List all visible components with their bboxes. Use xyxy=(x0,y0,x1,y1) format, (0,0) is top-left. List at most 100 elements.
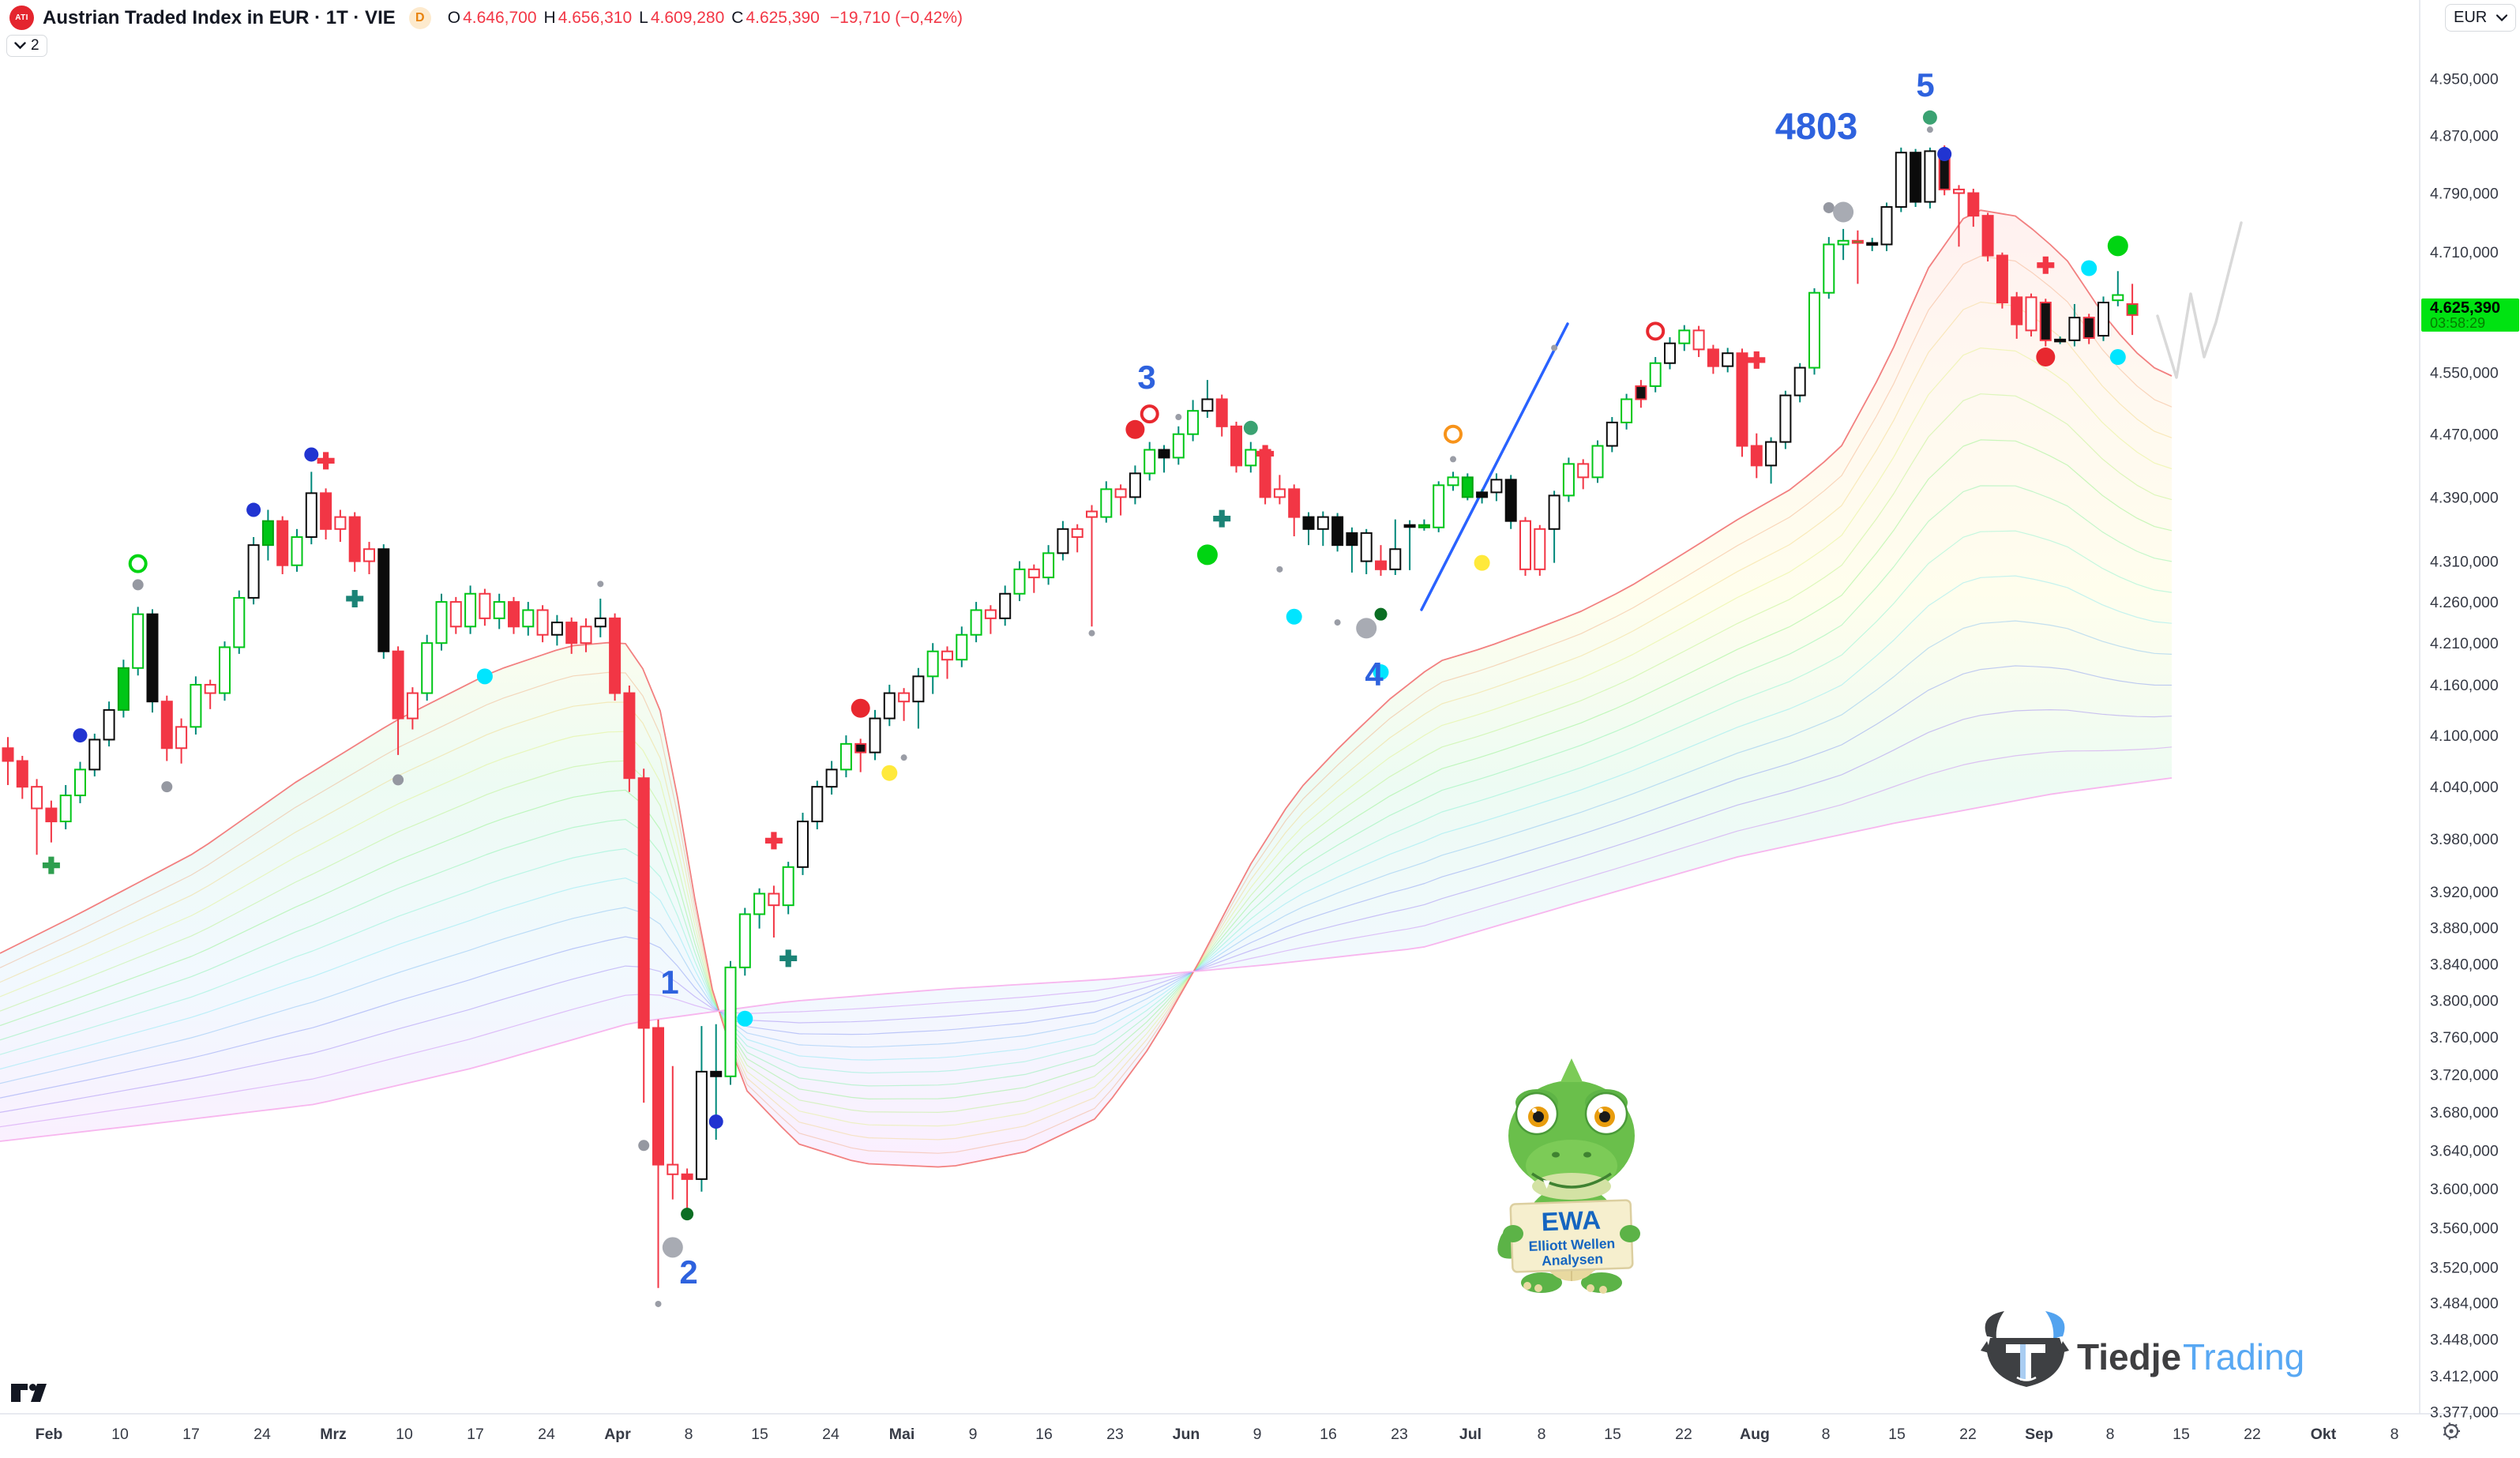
axis-settings-gear-icon[interactable] xyxy=(2443,1422,2460,1440)
time-axis-label: Feb xyxy=(36,1426,63,1443)
signal-dot-cyan xyxy=(2109,349,2126,366)
projection-zigzag-drawing[interactable] xyxy=(2156,221,2243,379)
candle-body xyxy=(1866,242,1879,246)
hidden-indicators-count: 2 xyxy=(31,37,39,54)
price-axis-label: 4.100,000 xyxy=(2430,727,2499,745)
candle-body xyxy=(1172,433,1185,459)
price-axis-label: 3.980,000 xyxy=(2430,831,2499,848)
candle-body xyxy=(1548,494,1560,530)
candle-body xyxy=(2126,302,2139,316)
candle-body xyxy=(132,613,145,669)
tradingview-logo[interactable] xyxy=(11,1384,47,1402)
signal-plus-green xyxy=(42,856,60,874)
candle-body xyxy=(1086,510,1098,518)
candle-body xyxy=(580,626,592,644)
mascot-foot xyxy=(1521,1272,1562,1293)
candle-body xyxy=(334,516,347,530)
signal-circle-red xyxy=(1646,321,1666,341)
currency-selector[interactable]: EUR xyxy=(2445,4,2516,32)
signal-circle-green xyxy=(128,554,148,573)
signal-dot-gray-sm xyxy=(1276,566,1283,573)
trendline-drawing[interactable] xyxy=(1420,322,1569,611)
ribbon-line xyxy=(0,255,2173,1154)
candle-body xyxy=(59,795,72,823)
candle-body xyxy=(1823,243,1835,294)
candle-body xyxy=(1635,385,1647,400)
session-countdown: 03:58:29 xyxy=(2430,315,2485,331)
candle-body xyxy=(435,601,448,644)
candle-body xyxy=(449,601,462,628)
candle-body xyxy=(1808,291,1820,369)
signal-dot-yellow xyxy=(1474,554,1490,571)
time-axis-label: 17 xyxy=(182,1426,200,1443)
ribbon-line xyxy=(0,348,2173,1127)
wave-label-2: 2 xyxy=(679,1253,697,1291)
ribbon-fill xyxy=(0,210,2172,1167)
candle-body xyxy=(1880,206,1893,246)
candle-body xyxy=(233,596,246,648)
time-axis[interactable]: Feb 10 17 24 Mrz 10 17 24 Apr 8 15 24 Mai 9 16 23 Jun 9 16… xyxy=(36,1426,2399,1443)
candle-body xyxy=(479,592,491,619)
time-axis-label: Apr xyxy=(604,1426,631,1443)
interval-badge[interactable]: D xyxy=(408,6,431,29)
symbol-logo-badge[interactable]: ATI xyxy=(9,6,34,30)
signal-dot-green2 xyxy=(1243,420,1258,435)
ribbon-line xyxy=(0,485,2173,1087)
hidden-indicators-chip[interactable]: 2 xyxy=(6,35,47,57)
signal-dot-darkgreen xyxy=(681,1208,694,1221)
price-axis-label: 3.377,000 xyxy=(2430,1404,2499,1421)
candle-body xyxy=(2039,302,2052,341)
mascot-claw xyxy=(1523,1282,1531,1290)
candle-body xyxy=(1519,520,1531,570)
candle-body xyxy=(1678,329,1691,344)
candle-body xyxy=(1071,528,1083,538)
chevron-down-icon xyxy=(2496,14,2507,21)
candle-body xyxy=(1953,188,1965,194)
ewa-sign: EWA Elliott Wellen Analysen xyxy=(1509,1199,1634,1273)
mascot-claw xyxy=(1534,1284,1542,1292)
candle-body xyxy=(753,892,766,915)
signal-dot-gray-sm xyxy=(1926,126,1933,133)
elliott-wave-labels: 1 2 3 4 5 4803 xyxy=(660,66,1934,1291)
signal-dot-gray xyxy=(638,1140,650,1152)
candle-body xyxy=(392,650,404,720)
wave-label-1: 1 xyxy=(660,964,678,1001)
candle-body xyxy=(797,821,809,868)
price-axis-label: 3.920,000 xyxy=(2430,884,2499,901)
time-axis-label: 10 xyxy=(396,1426,413,1443)
mascot-nostril xyxy=(1552,1152,1560,1158)
signal-dot-gray-big xyxy=(662,1237,683,1258)
time-axis-label: Mrz xyxy=(320,1426,347,1443)
price-axis[interactable]: 4.950,000 4.870,000 4.790,000 4.710,000 4.55… xyxy=(2430,70,2499,1421)
currency-label: EUR xyxy=(2454,9,2488,26)
candle-body xyxy=(146,613,159,703)
candle-body xyxy=(2068,317,2081,341)
time-axis-label: 8 xyxy=(685,1426,693,1443)
candle-body xyxy=(681,1173,693,1180)
symbol-header: ATI Austrian Traded Index in EUR · 1T · … xyxy=(9,6,963,30)
candle-body xyxy=(1114,488,1127,498)
symbol-title[interactable]: Austrian Traded Index in EUR · 1T · VIE xyxy=(43,6,396,28)
candle-body xyxy=(984,609,997,619)
ewa-mascot: EWA Elliott Wellen Analysen xyxy=(1497,1058,1640,1294)
signal-dot-blue xyxy=(246,502,261,517)
ribbon-slow-edge xyxy=(0,777,2173,1142)
price-axis-label: 3.720,000 xyxy=(2430,1066,2499,1084)
time-axis-label: 15 xyxy=(751,1426,768,1443)
signal-plus-red xyxy=(1256,445,1275,463)
ribbon-line xyxy=(0,301,2173,1140)
price-axis-label: 4.790,000 xyxy=(2430,186,2499,203)
mascot-mouth xyxy=(1531,1172,1612,1189)
candle-body xyxy=(956,633,968,661)
mascot-claw xyxy=(1587,1284,1594,1292)
signal-dot-gray-sm xyxy=(900,754,907,761)
candle-body xyxy=(508,601,520,628)
signal-plus-teal xyxy=(1213,509,1231,528)
signal-circle-red xyxy=(1140,404,1159,424)
candle-body xyxy=(1736,352,1748,447)
candle-body xyxy=(667,1163,679,1175)
price-axis-label: 3.680,000 xyxy=(2430,1104,2499,1122)
close-value: 4.625,390 xyxy=(745,8,820,27)
